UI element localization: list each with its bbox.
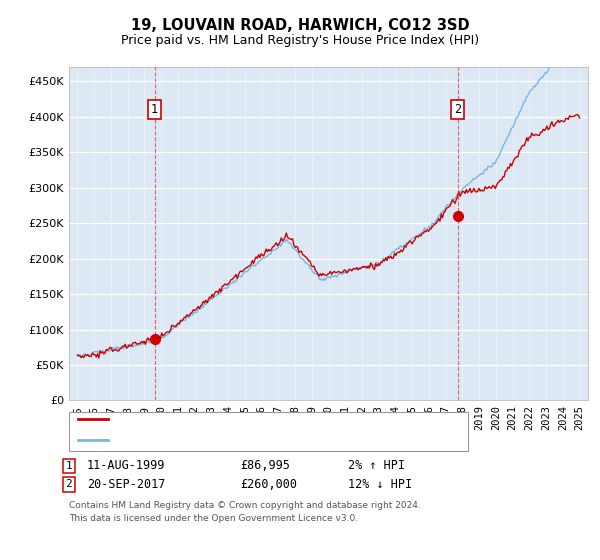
Text: Price paid vs. HM Land Registry's House Price Index (HPI): Price paid vs. HM Land Registry's House …	[121, 34, 479, 47]
Text: This data is licensed under the Open Government Licence v3.0.: This data is licensed under the Open Gov…	[69, 514, 358, 523]
Text: 19, LOUVAIN ROAD, HARWICH, CO12 3SD (detached house): 19, LOUVAIN ROAD, HARWICH, CO12 3SD (det…	[114, 414, 440, 424]
Text: £86,995: £86,995	[240, 459, 290, 473]
Text: HPI: Average price, detached house, Tendring: HPI: Average price, detached house, Tend…	[114, 435, 363, 445]
Text: £260,000: £260,000	[240, 478, 297, 491]
Text: 1: 1	[65, 461, 73, 471]
Text: 12% ↓ HPI: 12% ↓ HPI	[348, 478, 412, 491]
Text: 19, LOUVAIN ROAD, HARWICH, CO12 3SD: 19, LOUVAIN ROAD, HARWICH, CO12 3SD	[131, 18, 469, 32]
Text: 2% ↑ HPI: 2% ↑ HPI	[348, 459, 405, 473]
Text: 1: 1	[151, 103, 158, 116]
Text: 2: 2	[454, 103, 461, 116]
Text: 11-AUG-1999: 11-AUG-1999	[87, 459, 166, 473]
Text: 2: 2	[65, 479, 73, 489]
Text: 20-SEP-2017: 20-SEP-2017	[87, 478, 166, 491]
Text: Contains HM Land Registry data © Crown copyright and database right 2024.: Contains HM Land Registry data © Crown c…	[69, 502, 421, 511]
